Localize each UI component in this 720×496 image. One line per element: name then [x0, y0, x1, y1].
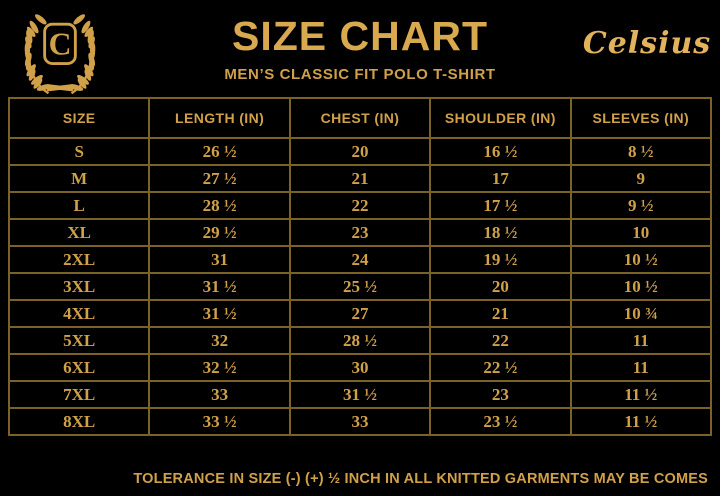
column-header-shoulder-in: SHOULDER (IN)	[429, 97, 572, 139]
table-cell: 23 ½	[429, 407, 572, 436]
table-cell: 11	[569, 353, 713, 382]
table-cell: 19 ½	[429, 245, 572, 274]
table-row: 5XL 32 28 ½ 22 11	[7, 326, 713, 355]
table-cell: 10 ¾	[569, 299, 713, 328]
table-cell: 31	[148, 245, 291, 274]
table-cell: 10 ½	[569, 272, 713, 301]
ribbon-icon	[46, 84, 74, 92]
size-label-cell: XL	[7, 218, 151, 247]
table-cell: 10	[569, 218, 713, 247]
size-label-cell: 2XL	[7, 245, 151, 274]
column-header-sleeves-in: SLEEVES (IN)	[569, 97, 713, 139]
table-cell: 20	[288, 137, 432, 166]
table-cell: 33	[288, 407, 432, 436]
table-cell: 22	[288, 191, 432, 220]
table-cell: 23	[288, 218, 432, 247]
size-label-cell: S	[7, 137, 151, 166]
table-cell: 21	[429, 299, 572, 328]
table-cell: 28 ½	[148, 191, 291, 220]
table-cell: 28 ½	[288, 326, 432, 355]
table-cell: 32	[148, 326, 291, 355]
table-cell: 22 ½	[429, 353, 572, 382]
brand-name: Celsius	[582, 26, 712, 61]
table-cell: 33	[148, 380, 291, 409]
table-header: SIZE LENGTH (IN) CHEST (IN) SHOULDER (IN) SL…	[7, 97, 713, 139]
size-label-cell: 4XL	[7, 299, 151, 328]
title-block: SIZE CHART MEN’S CLASSIC FIT POLO T-SHIR…	[110, 13, 610, 84]
table-row: 8XL 33 ½ 33 23 ½ 11 ½	[7, 407, 713, 436]
brand-logo: C	[24, 14, 96, 95]
table-cell: 11 ½	[569, 407, 713, 436]
logo-letter-c: C	[43, 22, 77, 65]
table-cell: 20	[429, 272, 572, 301]
size-table: SIZE LENGTH (IN) CHEST (IN) SHOULDER (IN) SL…	[7, 97, 713, 436]
table-cell: 21	[288, 164, 432, 193]
table-cell: 33 ½	[148, 407, 291, 436]
table-cell: 8 ½	[569, 137, 713, 166]
table-cell: 31 ½	[148, 299, 291, 328]
table-cell: 9	[569, 164, 713, 193]
size-label-cell: M	[7, 164, 151, 193]
table-cell: 26 ½	[148, 137, 291, 166]
table-cell: 9 ½	[569, 191, 713, 220]
table-cell: 11 ½	[569, 380, 713, 409]
column-header-chest-in: CHEST (IN)	[288, 97, 432, 139]
table-header-row: SIZE LENGTH (IN) CHEST (IN) SHOULDER (IN) SL…	[7, 97, 713, 139]
table-cell: 32 ½	[148, 353, 291, 382]
tolerance-note: TOLERANCE IN SIZE (-) (+) ½ INCH IN ALL …	[133, 471, 708, 487]
page-title: SIZE CHART	[232, 13, 488, 59]
table-row: 7XL 33 31 ½ 23 11 ½	[7, 380, 713, 409]
table-cell: 31 ½	[288, 380, 432, 409]
table-cell: 10 ½	[569, 245, 713, 274]
size-label-cell: 8XL	[7, 407, 151, 436]
table-cell: 11	[569, 326, 713, 355]
table-row: M 27 ½ 21 17 9	[7, 164, 713, 193]
table-cell: 31 ½	[148, 272, 291, 301]
table-cell: 18 ½	[429, 218, 572, 247]
table-cell: 16 ½	[429, 137, 572, 166]
page-subtitle: MEN’S CLASSIC FIT POLO T-SHIRT	[224, 66, 496, 83]
table-cell: 27	[288, 299, 432, 328]
table-row: 4XL 31 ½ 27 21 10 ¾	[7, 299, 713, 328]
laurel-wreath-icon: C	[24, 14, 96, 95]
table-cell: 17	[429, 164, 572, 193]
table-cell: 24	[288, 245, 432, 274]
table-cell: 27 ½	[148, 164, 291, 193]
table-row: 2XL 31 24 19 ½ 10 ½	[7, 245, 713, 274]
table-cell: 25 ½	[288, 272, 432, 301]
svg-text:C: C	[49, 26, 72, 61]
table-cell: 30	[288, 353, 432, 382]
table-cell: 17 ½	[429, 191, 572, 220]
size-label-cell: 3XL	[7, 272, 151, 301]
column-header-size: SIZE	[7, 97, 151, 139]
table-row: 3XL 31 ½ 25 ½ 20 10 ½	[7, 272, 713, 301]
table-cell: 23	[429, 380, 572, 409]
table-cell: 22	[429, 326, 572, 355]
column-header-length-in: LENGTH (IN)	[148, 97, 291, 139]
size-label-cell: 6XL	[7, 353, 151, 382]
size-label-cell: 5XL	[7, 326, 151, 355]
table-cell: 29 ½	[148, 218, 291, 247]
size-label-cell: L	[7, 191, 151, 220]
table-row: XL 29 ½ 23 18 ½ 10	[7, 218, 713, 247]
table-row: 6XL 32 ½ 30 22 ½ 11	[7, 353, 713, 382]
size-label-cell: 7XL	[7, 380, 151, 409]
